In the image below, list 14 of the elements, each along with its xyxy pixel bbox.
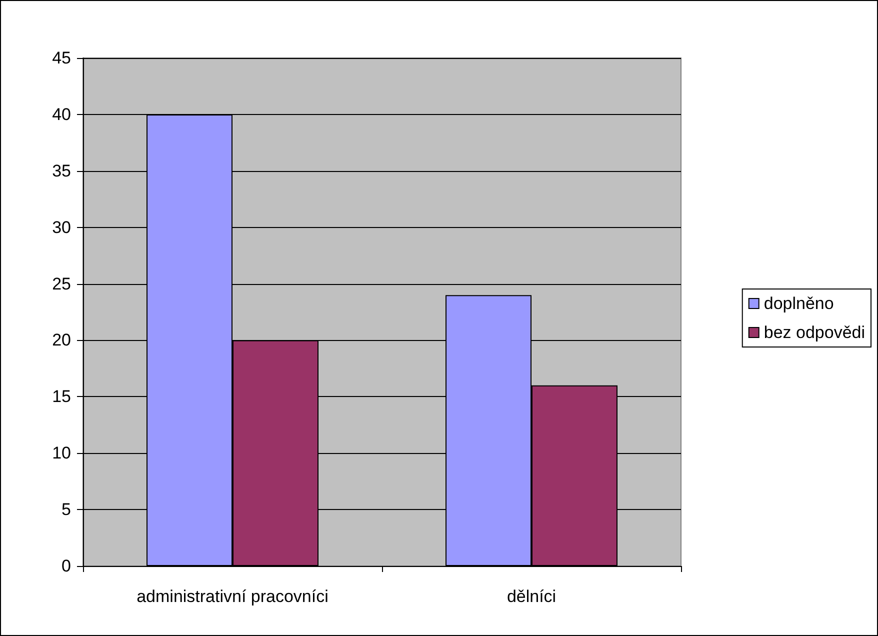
x-tick-label: dělníci (506, 587, 556, 606)
y-tick-label: 0 (62, 556, 71, 576)
legend-label: doplněno (764, 294, 834, 313)
y-tick-label: 35 (52, 161, 71, 180)
x-tick-label: administrativní pracovníci (136, 587, 328, 606)
y-tick-label: 30 (52, 218, 71, 237)
y-tick-label: 10 (52, 444, 71, 463)
y-tick-label: 15 (52, 387, 71, 406)
y-tick-label: 20 (52, 330, 71, 350)
y-tick-label: 40 (52, 104, 71, 124)
legend-label: bez odpovědi (764, 323, 866, 342)
y-tick-label: 5 (62, 500, 71, 520)
y-tick-label: 25 (52, 274, 71, 294)
y-tick-label: 45 (52, 48, 71, 68)
